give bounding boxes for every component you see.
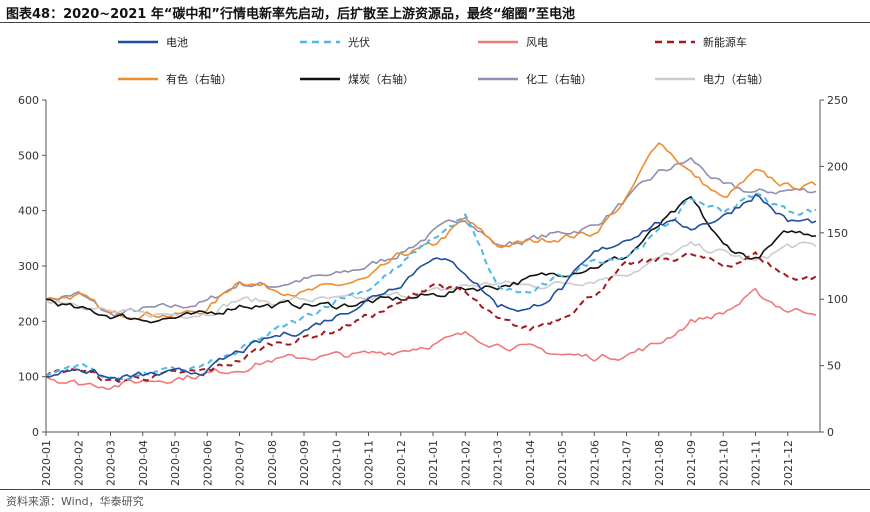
legend-label: 有色（右轴） (166, 72, 232, 86)
series-line-8 (45, 241, 817, 320)
series-line-4 (45, 251, 817, 383)
y-right-tick-label: 250 (827, 94, 848, 107)
legend-item: 风电 (478, 36, 548, 49)
series-line-6 (45, 196, 817, 324)
x-tick-label: 2021-12 (782, 440, 795, 486)
x-tick-label: 2020-10 (330, 440, 343, 486)
y-right-tick-label: 0 (827, 426, 834, 439)
y-right-tick-label: 100 (827, 293, 848, 306)
y-right-tick-label: 150 (827, 227, 848, 240)
legend-item: 光伏 (300, 35, 370, 49)
axes: 0 100 200 300 400 500 600 0 50 100 150 200 250 2020-0… (18, 94, 848, 486)
source-divider (0, 489, 870, 490)
x-tick-label: 2020-07 (234, 440, 247, 486)
legend-item: 电力（右轴） (655, 72, 769, 86)
legend-item: 有色（右轴） (118, 72, 232, 86)
source-note: 资料来源：Wind，华泰研究 (6, 495, 144, 508)
y-left-tick-label: 100 (18, 371, 39, 384)
y-left-tick-label: 0 (32, 426, 39, 439)
x-tick-label: 2020-04 (137, 440, 150, 486)
legend-label: 电池 (166, 36, 188, 49)
x-tick-label: 2021-01 (427, 440, 440, 486)
x-tick-label: 2020-06 (201, 440, 214, 486)
y-left-tick-label: 500 (18, 149, 39, 162)
x-tick-label: 2020-03 (105, 440, 118, 486)
y-left-tick-label: 200 (18, 315, 39, 328)
x-tick-label: 2021-04 (524, 440, 537, 486)
x-tick-label: 2021-09 (685, 440, 698, 486)
legend-item: 电池 (118, 36, 188, 49)
chart-title: 图表48：2020~2021 年“碳中和”行情电新率先启动，后扩散至上游资源品，… (6, 7, 576, 22)
x-tick-label: 2020-02 (72, 440, 85, 486)
y-left-tick-label: 300 (18, 260, 39, 273)
y-left-tick-label: 600 (18, 94, 39, 107)
x-tick-label: 2020-08 (266, 440, 279, 486)
x-tick-label: 2021-08 (653, 440, 666, 486)
y-right-tick-label: 200 (827, 160, 848, 173)
x-tick-label: 2020-01 (40, 440, 53, 486)
y-left-tick-label: 400 (18, 205, 39, 218)
legend-item: 煤炭（右轴） (300, 72, 414, 86)
series-line-3 (45, 287, 817, 390)
x-tick-label: 2020-11 (363, 440, 376, 486)
series-line-7 (45, 157, 817, 317)
legend-label: 电力（右轴） (703, 72, 769, 86)
x-tick-label: 2021-05 (556, 440, 569, 486)
x-tick-label: 2021-06 (588, 440, 601, 486)
title-divider (0, 22, 870, 23)
x-tick-label: 2021-11 (750, 440, 763, 486)
x-tick-label: 2020-09 (298, 440, 311, 486)
x-tick-label: 2020-12 (395, 440, 408, 486)
legend-label: 光伏 (348, 35, 370, 49)
series-lines (45, 142, 817, 390)
x-tick-label: 2021-07 (621, 440, 634, 486)
legend-label: 煤炭（右轴） (348, 72, 414, 86)
legend-label: 新能源车 (703, 35, 747, 49)
legend-item: 新能源车 (655, 35, 747, 49)
legend-item: 化工（右轴） (478, 72, 592, 86)
legend-label: 化工（右轴） (526, 72, 592, 86)
x-tick-label: 2021-10 (717, 440, 730, 486)
y-right-tick-label: 50 (827, 360, 841, 373)
series-line-1 (45, 193, 817, 381)
x-tick-label: 2020-05 (169, 440, 182, 486)
x-tick-label: 2021-03 (492, 440, 505, 486)
x-tick-label: 2021-02 (459, 440, 472, 486)
legend-label: 风电 (526, 36, 548, 49)
